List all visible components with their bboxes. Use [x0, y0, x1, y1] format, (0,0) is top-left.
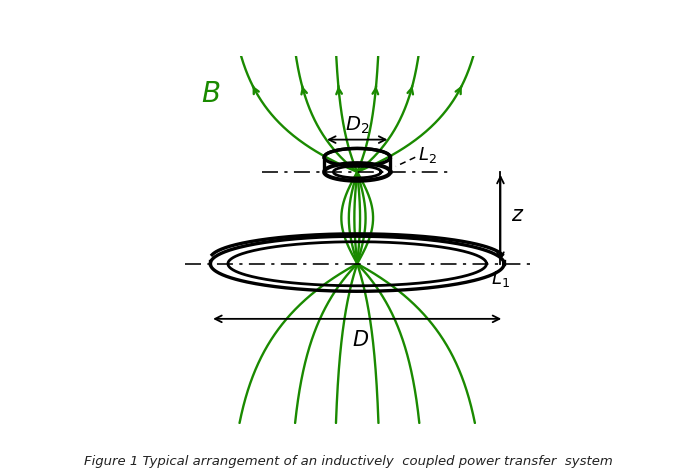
Text: $D$: $D$	[353, 329, 369, 349]
Text: Figure 1 Typical arrangement of an inductively  coupled power transfer  system: Figure 1 Typical arrangement of an induc…	[84, 455, 613, 467]
Text: $L_2$: $L_2$	[418, 144, 436, 164]
Text: $B$: $B$	[201, 80, 220, 108]
Text: $L_1$: $L_1$	[491, 269, 510, 289]
Text: $z$: $z$	[511, 205, 524, 225]
Text: $D_2$: $D_2$	[345, 114, 369, 136]
